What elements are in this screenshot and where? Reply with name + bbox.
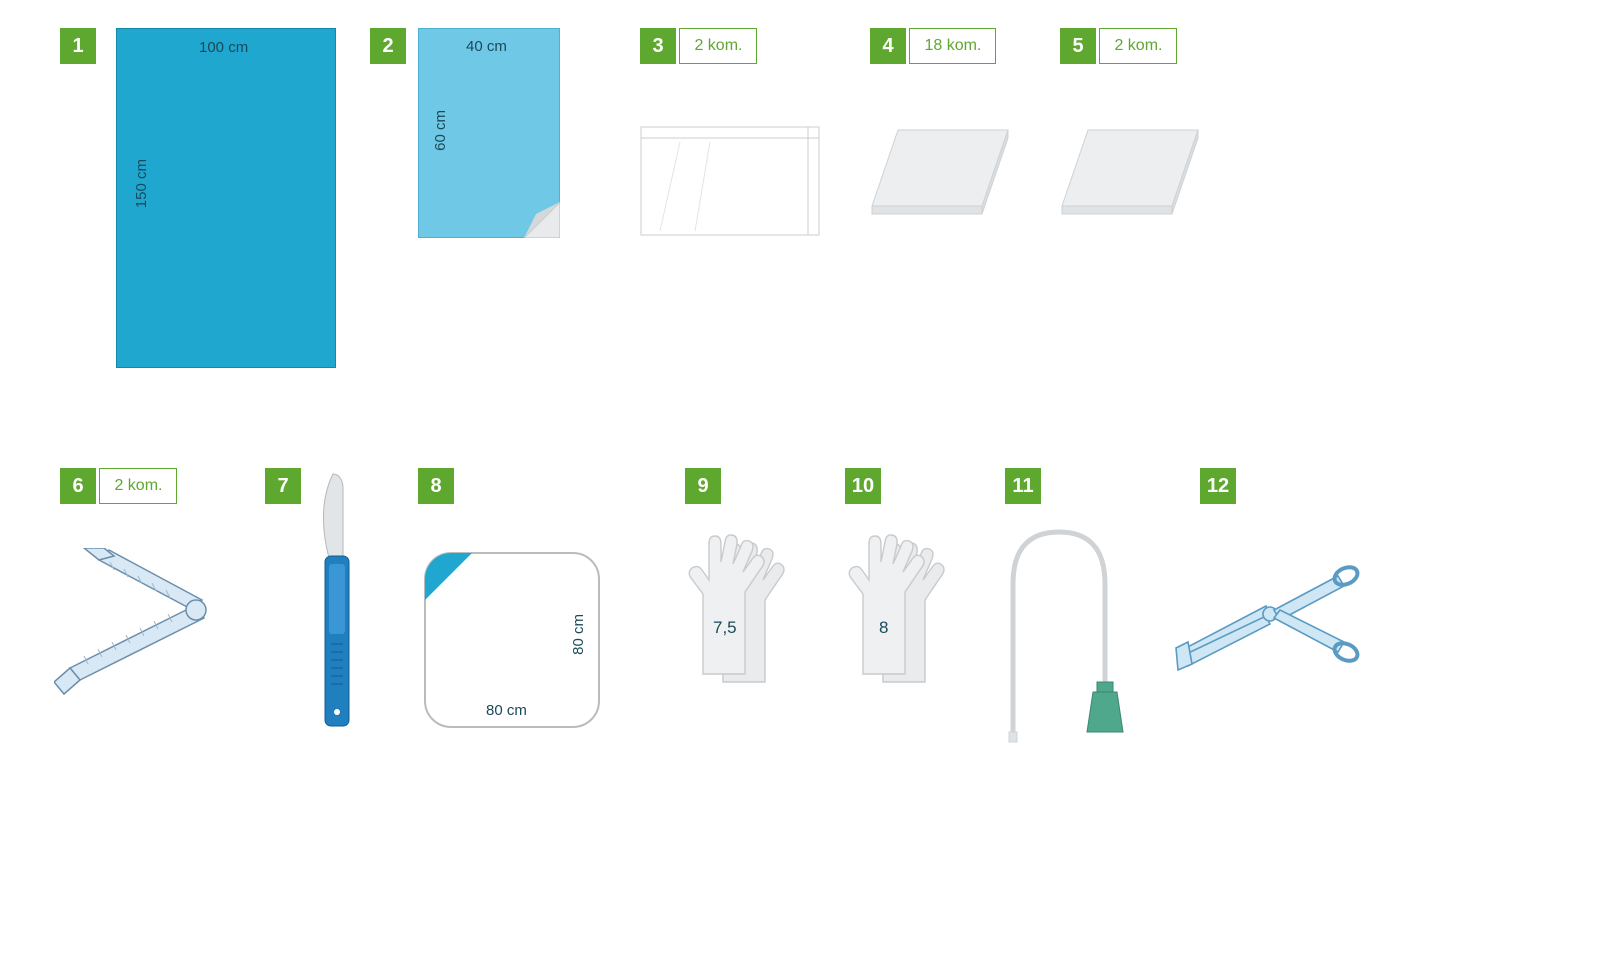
dim-height-8: 80 cm xyxy=(570,614,587,655)
badge-6: 6 xyxy=(60,468,96,504)
item-6: 6 2 kom. xyxy=(60,468,177,504)
item-1: 1 100 cm 150 cm xyxy=(60,28,96,64)
dim-height-2: 60 cm xyxy=(432,110,449,151)
item-9: 9 7,5 xyxy=(685,468,721,504)
qty-5: 2 kom. xyxy=(1099,28,1177,64)
sponge-forceps-icon xyxy=(1170,552,1360,692)
badge-4: 4 xyxy=(870,28,906,64)
item-12: 12 xyxy=(1200,468,1236,504)
badge-8: 8 xyxy=(418,468,454,504)
umbilical-clamp-icon xyxy=(54,548,224,698)
scalpel-icon xyxy=(311,468,367,738)
dim-height-1: 150 cm xyxy=(133,159,150,208)
sachet-icon xyxy=(640,126,820,236)
gloves-svg-9 xyxy=(679,534,819,714)
item-7: 7 xyxy=(265,468,301,504)
badge-9: 9 xyxy=(685,468,721,504)
badge-12: 12 xyxy=(1200,468,1236,504)
badge-7: 7 xyxy=(265,468,301,504)
qty-4: 18 kom. xyxy=(909,28,996,64)
dim-width-8: 80 cm xyxy=(486,702,527,719)
gauze-pad-icon-2 xyxy=(1060,128,1200,218)
badge-3: 3 xyxy=(640,28,676,64)
item-2: 2 40 cm 60 cm xyxy=(370,28,406,64)
badge-11: 11 xyxy=(1005,468,1041,504)
qty-3: 2 kom. xyxy=(679,28,757,64)
item-5: 5 2 kom. xyxy=(1060,28,1177,64)
dim-width-1: 100 cm xyxy=(199,39,248,56)
item-3: 3 2 kom. xyxy=(640,28,757,64)
badge-5: 5 xyxy=(1060,28,1096,64)
badge-1: 1 xyxy=(60,28,96,64)
gloves-10: 8 xyxy=(839,534,979,719)
badge-10: 10 xyxy=(845,468,881,504)
item-4: 4 18 kom. xyxy=(870,28,996,64)
gauze-pad-icon xyxy=(870,128,1010,218)
glove-size-9: 7,5 xyxy=(713,618,737,638)
drape-small: 40 cm 60 cm xyxy=(418,28,560,238)
badge-2: 2 xyxy=(370,28,406,64)
item-10: 10 8 xyxy=(845,468,881,504)
suction-tube-icon xyxy=(975,514,1135,744)
glove-size-10: 8 xyxy=(879,618,888,638)
qty-6: 2 kom. xyxy=(99,468,177,504)
gloves-9: 7,5 xyxy=(679,534,819,719)
gloves-svg-10 xyxy=(839,534,979,714)
item-8: 8 80 cm 80 cm xyxy=(418,468,454,504)
item-11: 11 xyxy=(1005,468,1041,504)
dim-width-2: 40 cm xyxy=(466,38,507,55)
tray-drape: 80 cm 80 cm xyxy=(424,552,600,728)
drape-large: 100 cm 150 cm xyxy=(116,28,336,368)
